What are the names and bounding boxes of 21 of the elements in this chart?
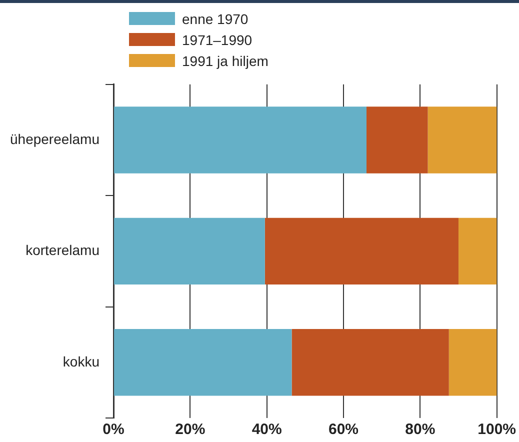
x-tick-label: 40% — [252, 421, 282, 438]
bar — [114, 329, 292, 396]
legend-label: enne 1970 — [182, 10, 248, 26]
x-tick-label: 0% — [102, 421, 124, 438]
bar — [114, 218, 265, 285]
x-tick-label: 20% — [175, 421, 206, 438]
x-tick-label: 60% — [328, 421, 359, 438]
bar — [428, 106, 497, 174]
y-tick-label: korterelamu — [26, 242, 100, 258]
bar — [292, 329, 449, 396]
bar — [366, 106, 428, 174]
y-tick-label: kokku — [62, 353, 100, 370]
bar — [264, 218, 458, 285]
legend-label: 1971–1990 — [182, 32, 252, 48]
bar — [448, 329, 497, 396]
x-tick-label: 100% — [478, 421, 516, 438]
legend-label: 1991 ja hiljem — [182, 52, 268, 68]
x-tick-label: 80% — [405, 421, 436, 438]
bar — [458, 218, 497, 285]
y-tick-label: ühepereelamu — [10, 130, 100, 147]
bar — [114, 106, 366, 174]
